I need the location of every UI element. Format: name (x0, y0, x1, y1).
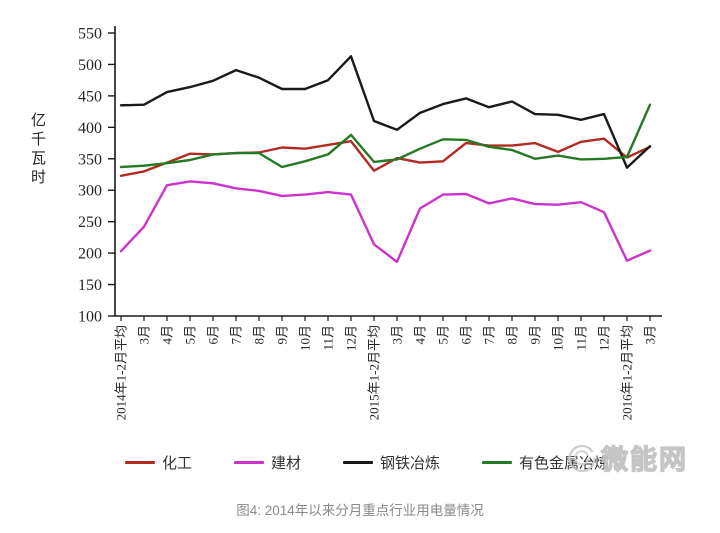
legend-swatch-steel-smelting (343, 460, 374, 465)
x-tick-label: 10月 (551, 325, 566, 351)
x-tick-label: 5月 (436, 325, 451, 345)
x-tick-label: 10月 (298, 325, 313, 351)
x-tick-label: 7月 (482, 325, 497, 345)
legend-item-steel-smelting: 钢铁冶炼 (343, 452, 440, 473)
x-tick-label: 5月 (183, 325, 198, 345)
x-tick-label: 7月 (229, 325, 244, 345)
x-tick-label: 3月 (137, 325, 152, 345)
series-line-steel-smelting (119, 55, 652, 169)
legend-item-nonferrous-smelting: 有色金属冶炼 (482, 452, 609, 473)
x-tick-label: 12月 (597, 325, 612, 351)
x-tick-label: 6月 (206, 325, 221, 345)
legend-swatch-chemical (125, 460, 155, 465)
x-tick-label: 4月 (413, 325, 428, 345)
watermark-swirl-icon (568, 444, 596, 472)
y-tick-label: 450 (78, 88, 102, 105)
y-tick-label: 200 (78, 246, 102, 263)
x-tick-label: 9月 (275, 325, 290, 345)
chart-legend: 化工 建材 钢铁冶炼 有色金属冶炼 (125, 452, 609, 473)
x-tick-label: 2016年1-2月平均 (620, 325, 635, 420)
x-tick-label: 9月 (528, 325, 543, 345)
line-chart-plot: 100 150 200 250 300 350 400 450 500 550 2014年1-2月平… (78, 26, 662, 420)
x-tick-label: 8月 (505, 325, 520, 345)
legend-item-chemical: 化工 (125, 452, 192, 473)
x-tick-label: 11月 (321, 325, 336, 351)
x-tick-label: 2015年1-2月平均 (367, 325, 382, 420)
legend-label-building-materials: 建材 (271, 455, 302, 472)
y-tick-label: 500 (78, 57, 102, 74)
legend-label-steel-smelting: 钢铁冶炼 (380, 455, 441, 472)
y-tick-label: 100 (78, 309, 102, 326)
y-tick-label: 350 (78, 151, 102, 168)
y-axis-title: 亿千瓦时 (29, 112, 45, 188)
watermark: 微能网 (563, 438, 688, 477)
legend-label-nonferrous-smelting: 有色金属冶炼 (519, 455, 610, 472)
series-line-building-materials (119, 180, 652, 264)
x-tick-label: 3月 (390, 325, 405, 345)
series-line-nonferrous-metal-smelting (119, 103, 652, 169)
y-tick-label: 150 (78, 277, 102, 294)
y-tick-label: 250 (78, 214, 102, 231)
legend-swatch-nonferrous-smelting (482, 460, 513, 465)
legend-label-chemical: 化工 (162, 455, 193, 472)
x-tick-label: 2014年1-2月平均 (114, 325, 129, 420)
watermark-text: 微能网 (600, 444, 688, 475)
x-tick-label: 4月 (160, 325, 175, 345)
x-tick-label: 11月 (574, 325, 589, 351)
legend-swatch-building-materials (234, 460, 265, 465)
x-tick-label: 12月 (344, 325, 359, 351)
x-tick-label: 6月 (459, 325, 474, 345)
legend-item-building-materials: 建材 (234, 452, 301, 473)
y-tick-label: 550 (78, 26, 102, 43)
y-tick-label: 400 (78, 120, 102, 137)
y-tick-label: 300 (78, 183, 102, 200)
figure-caption: 图4: 2014年以来分月重点行业用电量情况 (236, 503, 484, 518)
x-tick-label: 3月 (643, 325, 658, 345)
x-tick-label: 8月 (252, 325, 267, 345)
